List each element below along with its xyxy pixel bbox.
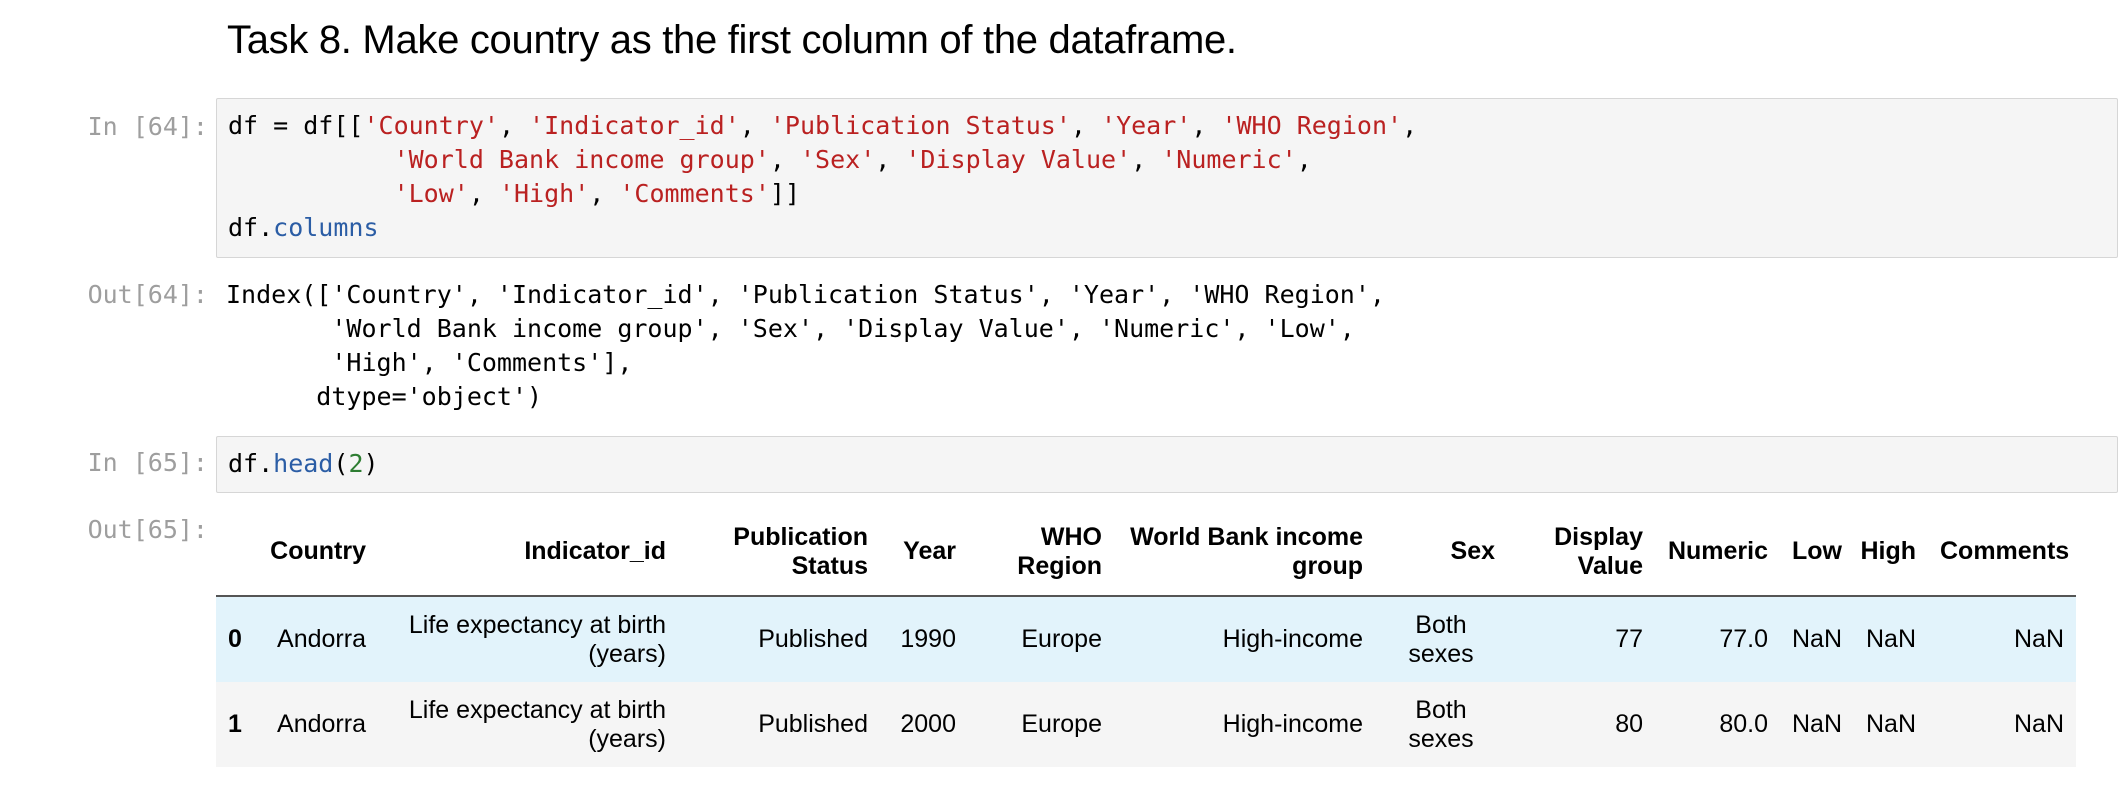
code-token: df. bbox=[228, 213, 274, 242]
table-cell: NaN bbox=[1780, 682, 1848, 767]
column-header: Numeric bbox=[1655, 508, 1780, 597]
code-token: ]] bbox=[769, 179, 800, 208]
code-token-str: 'WHO Region' bbox=[1221, 111, 1403, 140]
table-cell: High-income bbox=[1114, 682, 1375, 767]
table-cell: Both sexes bbox=[1375, 682, 1507, 767]
code-token: , bbox=[1131, 145, 1162, 174]
dataframe-table: Country Indicator_id Publication Status … bbox=[216, 508, 2076, 767]
column-header: World Bank income group bbox=[1114, 508, 1375, 597]
markdown-heading: Task 8. Make country as the first column… bbox=[227, 18, 1237, 62]
code-token: df. bbox=[228, 449, 274, 478]
input-prompt: In [64]: bbox=[87, 112, 208, 141]
table-row: 1 Andorra Life expectancy at birth (year… bbox=[216, 682, 2076, 767]
table-header-row: Country Indicator_id Publication Status … bbox=[216, 508, 2076, 597]
column-header: Sex bbox=[1375, 508, 1507, 597]
table-cell: Andorra bbox=[256, 596, 378, 682]
code-token-attr: columns bbox=[273, 213, 379, 242]
output-text: Index(['Country', 'Indicator_id', 'Publi… bbox=[226, 280, 1385, 411]
table-cell: 80 bbox=[1507, 682, 1655, 767]
code-token-str: 'World Bank income group' bbox=[393, 145, 770, 174]
table-cell: NaN bbox=[1928, 682, 2076, 767]
table-cell: Life expectancy at birth (years) bbox=[378, 682, 678, 767]
table-cell: Published bbox=[678, 682, 880, 767]
output-prompt: Out[65]: bbox=[87, 515, 208, 544]
table-cell: Both sexes bbox=[1375, 596, 1507, 682]
code-line: df.head(2) bbox=[228, 447, 379, 481]
code-editor[interactable]: df.head(2) bbox=[228, 447, 379, 481]
table-cell: NaN bbox=[1848, 596, 1928, 682]
code-cell-65[interactable]: df.head(2) bbox=[216, 436, 2118, 493]
table-cell: Europe bbox=[968, 596, 1114, 682]
table-cell: 80.0 bbox=[1655, 682, 1780, 767]
code-line: df.columns bbox=[228, 211, 1417, 245]
code-line: df = df[['Country', 'Indicator_id', 'Pub… bbox=[228, 109, 1417, 143]
code-token: ( bbox=[333, 449, 349, 478]
code-token bbox=[228, 145, 394, 174]
table-cell: NaN bbox=[1928, 596, 2076, 682]
code-line: 'Low', 'High', 'Comments']] bbox=[228, 177, 1417, 211]
code-token-str: 'Sex' bbox=[799, 145, 876, 174]
column-header: Year bbox=[880, 508, 968, 597]
table-cell: Andorra bbox=[256, 682, 378, 767]
code-token-str: 'Publication Status' bbox=[769, 111, 1071, 140]
table-cell: 77.0 bbox=[1655, 596, 1780, 682]
index-header bbox=[216, 508, 256, 597]
code-token: , bbox=[498, 111, 530, 140]
code-token-str: 'Year' bbox=[1101, 111, 1192, 140]
code-token-str: 'Low' bbox=[393, 179, 469, 208]
column-header: High bbox=[1848, 508, 1928, 597]
table-cell: NaN bbox=[1780, 596, 1848, 682]
table-cell: Life expectancy at birth (years) bbox=[378, 596, 678, 682]
input-prompt: In [65]: bbox=[87, 448, 208, 477]
column-header: Low bbox=[1780, 508, 1848, 597]
table-cell: High-income bbox=[1114, 596, 1375, 682]
code-token: , bbox=[1402, 111, 1418, 140]
code-token bbox=[228, 179, 394, 208]
column-header: Display Value bbox=[1507, 508, 1655, 597]
code-token: df = df[[ bbox=[228, 111, 364, 140]
column-header: Publication Status bbox=[678, 508, 880, 597]
code-token: ) bbox=[363, 449, 379, 478]
column-header: WHO Region bbox=[968, 508, 1114, 597]
row-index: 1 bbox=[216, 682, 256, 767]
column-header: Country bbox=[256, 508, 378, 597]
output-prompt: Out[64]: bbox=[87, 280, 208, 309]
code-token: , bbox=[1070, 111, 1102, 140]
code-token-num: 2 bbox=[348, 449, 364, 478]
code-token: , bbox=[1191, 111, 1222, 140]
code-token-str: 'Indicator_id' bbox=[529, 111, 740, 140]
table-cell: Europe bbox=[968, 682, 1114, 767]
code-cell-64[interactable]: df = df[['Country', 'Indicator_id', 'Pub… bbox=[216, 98, 2118, 258]
table-row: 0 Andorra Life expectancy at birth (year… bbox=[216, 596, 2076, 682]
code-token: , bbox=[875, 145, 906, 174]
table-cell: 2000 bbox=[880, 682, 968, 767]
code-token: , bbox=[739, 111, 770, 140]
table-cell: 1990 bbox=[880, 596, 968, 682]
code-token-str: 'Numeric' bbox=[1161, 145, 1297, 174]
code-token-str: 'High' bbox=[498, 179, 590, 208]
code-token: , bbox=[468, 179, 499, 208]
code-token-attr: head bbox=[273, 449, 334, 478]
code-token: , bbox=[1296, 145, 1312, 174]
table-cell: NaN bbox=[1848, 682, 1928, 767]
code-token-str: 'Comments' bbox=[619, 179, 770, 208]
table-cell: Published bbox=[678, 596, 880, 682]
column-header: Indicator_id bbox=[378, 508, 678, 597]
column-header: Comments bbox=[1928, 508, 2076, 597]
code-token-str: 'Country' bbox=[363, 111, 499, 140]
table-cell: 77 bbox=[1507, 596, 1655, 682]
code-editor[interactable]: df = df[['Country', 'Indicator_id', 'Pub… bbox=[228, 109, 1417, 245]
row-index: 0 bbox=[216, 596, 256, 682]
code-token: , bbox=[769, 145, 800, 174]
code-token-str: 'Display Value' bbox=[905, 145, 1132, 174]
code-token: , bbox=[589, 179, 620, 208]
code-line: 'World Bank income group', 'Sex', 'Displ… bbox=[228, 143, 1417, 177]
